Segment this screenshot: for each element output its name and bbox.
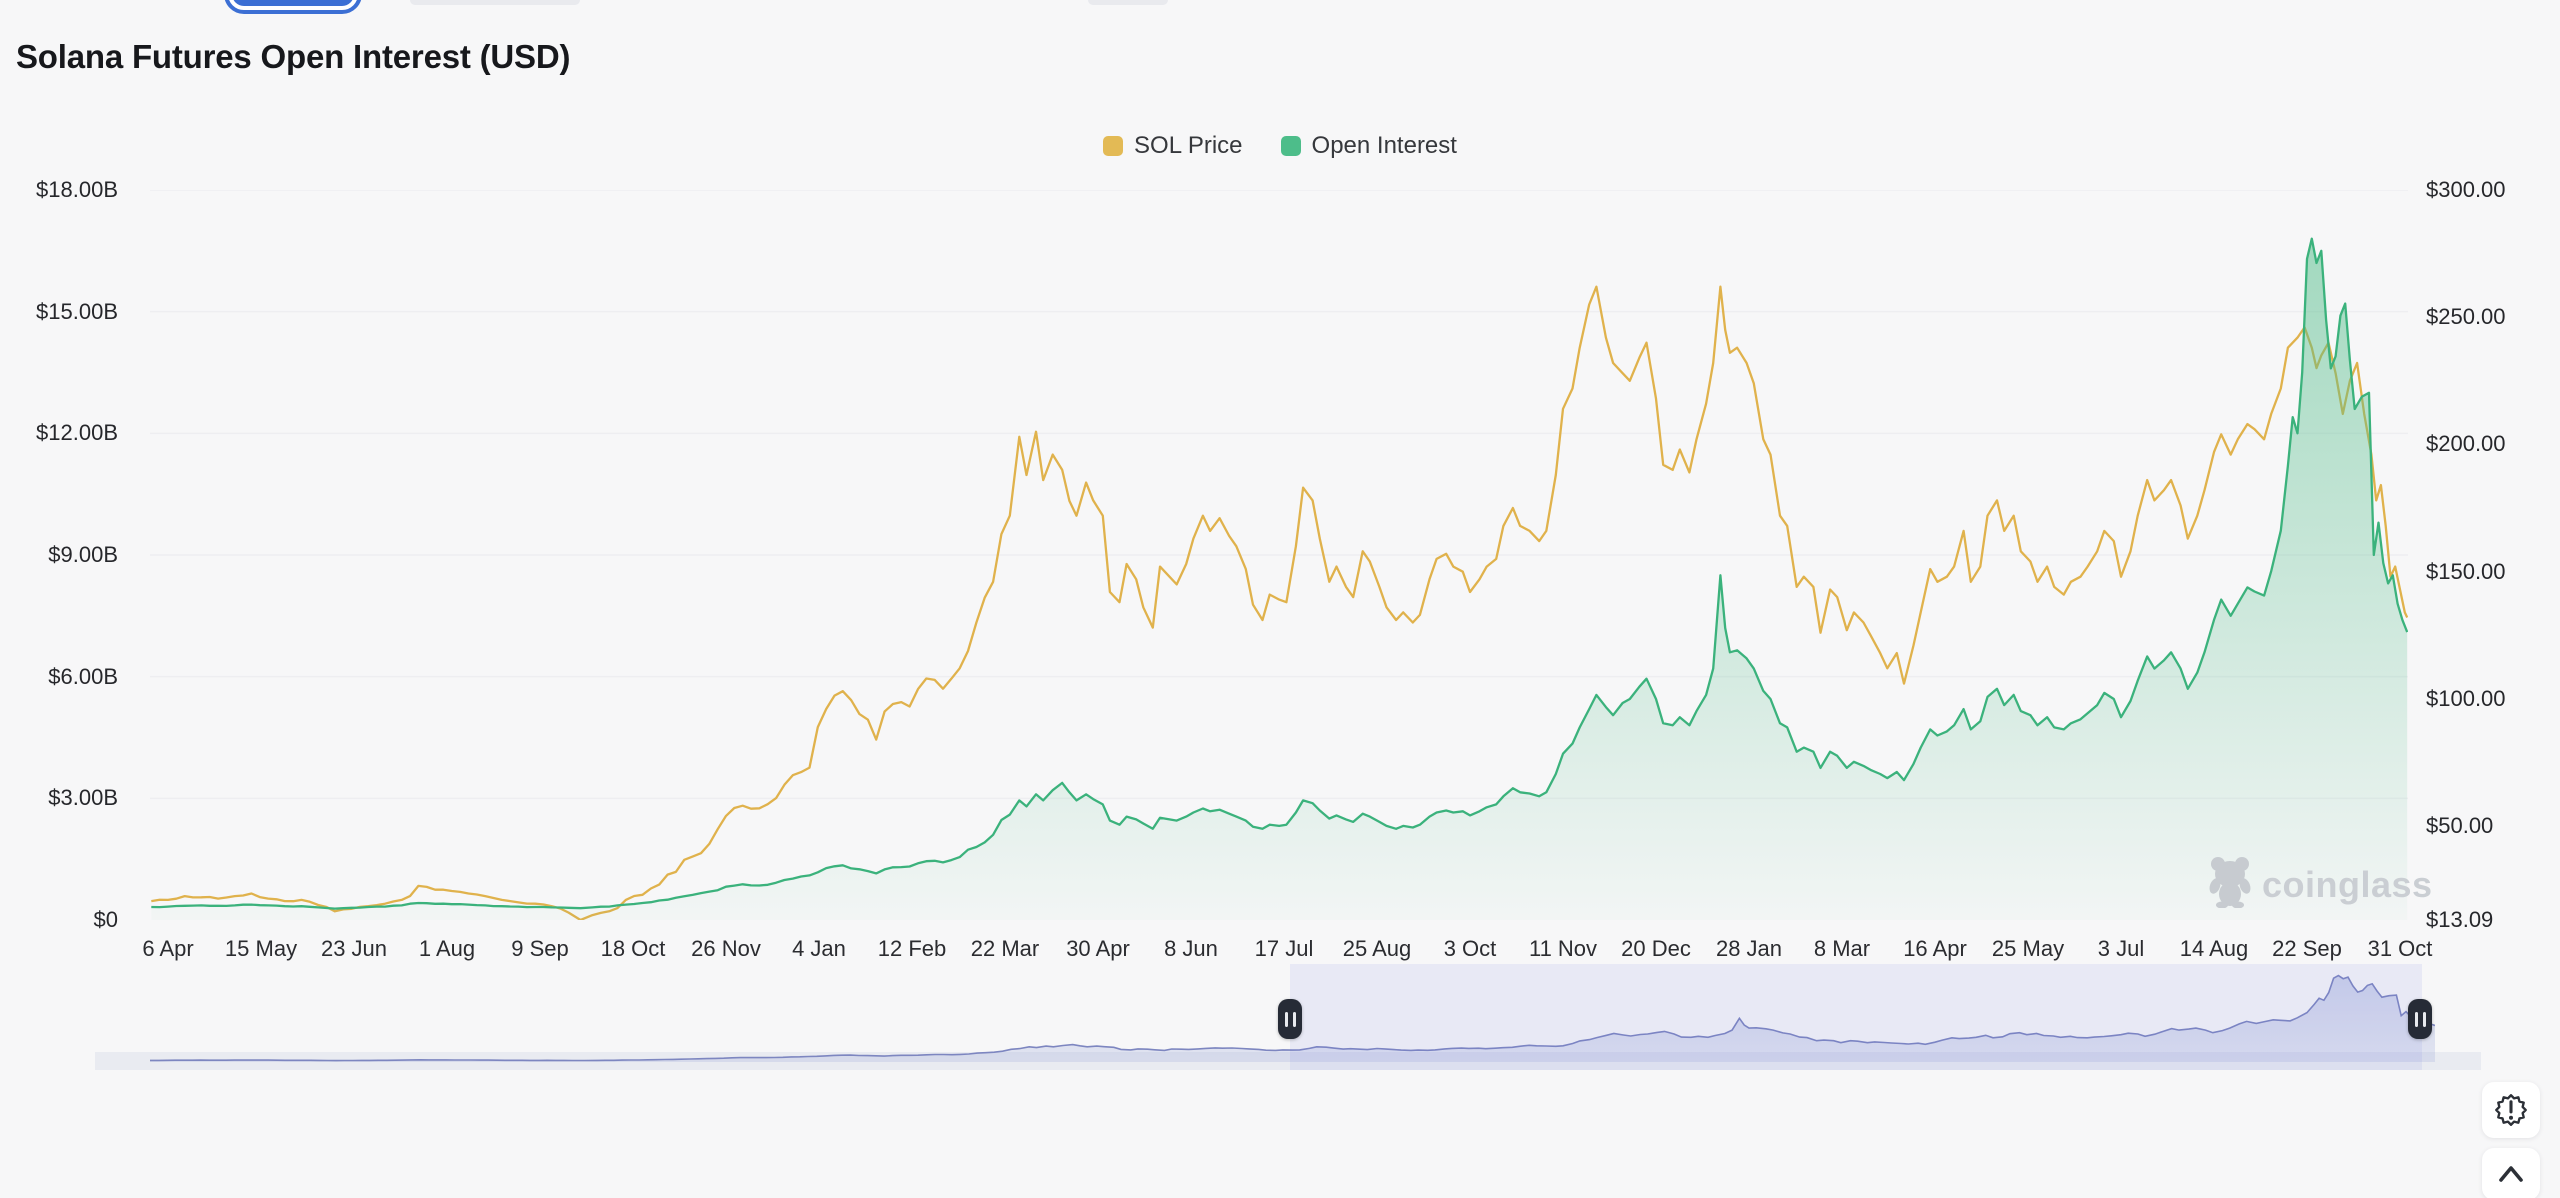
x-axis-label: 1 Aug [418,936,476,961]
chevron-up-icon [2499,1166,2523,1182]
x-axis-label: 22 Mar [970,936,1040,961]
legend-label: Open Interest [1311,132,1457,159]
x-axis-label: 14 Aug [2179,936,2249,961]
navigator-line [150,974,2435,1062]
x-axis-label: 28 Jan [1715,936,1783,961]
x-axis-label: 31 Oct [2367,936,2433,961]
x-axis-label: 8 Jun [1164,936,1218,961]
x-axis-label: 4 Jan [792,936,846,961]
x-axis-label: 25 Aug [1342,936,1412,961]
legend-swatch [1103,136,1124,156]
right-axis-label: $200.00 [2426,431,2506,457]
right-axis-label: $13.09 [2426,907,2494,932]
x-axis-label: 8 Mar [1813,936,1871,961]
x-axis-label: 30 Apr [1066,936,1130,961]
navigator-right-handle[interactable] [2408,999,2432,1039]
open-interest-area [151,238,2408,920]
gridlines [150,190,2408,800]
x-axis-label: 26 Nov [691,936,761,961]
x-axis-label: 6 Apr [142,936,194,961]
right-axis-label: $100.00 [2426,685,2506,711]
legend-item-sol-price[interactable]: SOL Price [1103,132,1243,160]
x-axis-label: 11 Nov [1528,936,1598,961]
main-chart[interactable] [150,190,2408,920]
x-axis-label: 3 Oct [1443,936,1497,961]
page-title: Solana Futures Open Interest (USD) [16,38,571,75]
x-axis-label: 22 Sep [2272,936,2342,961]
inactive-tab-pill[interactable] [410,0,580,5]
legend-item-open-interest[interactable]: Open Interest [1280,132,1457,160]
x-axis-label: 17 Jul [1254,936,1314,961]
x-axis-label: 25 May [1991,936,2065,961]
left-axis-label: $9.00B [48,542,118,567]
x-axis-label: 18 Oct [600,936,666,961]
right-axis-label: $150.00 [2426,558,2506,584]
collapse-button[interactable] [2482,1148,2540,1198]
x-axis-label: 20 Dec [1621,936,1691,961]
navigator-left-handle[interactable] [1278,999,1302,1039]
navigator-chart[interactable] [150,966,2435,1070]
open-interest-line [151,237,2408,910]
left-axis-label: $6.00B [48,663,118,689]
navigator-selection[interactable] [1290,964,2422,1070]
right-axis-label: $250.00 [2426,304,2506,330]
x-axis-label: 9 Sep [511,936,569,961]
right-axis-label: $50.00 [2426,813,2494,839]
legend-label: SOL Price [1134,132,1243,159]
x-axis-label: 3 Jul [2097,936,2145,961]
x-axis-label: 23 Jun [320,936,388,961]
watermark-text: coinglass [2262,863,2433,905]
x-axis-label: 12 Feb [877,936,947,961]
coinglass-panda-icon [2208,856,2252,913]
left-axis-label: $12.00B [36,420,118,446]
left-axis-label: $18.00B [36,177,118,202]
x-axis-label: 16 Apr [1903,936,1967,961]
chart-legend: SOL Price Open Interest [0,132,2560,160]
alert-badge-button[interactable] [2482,1082,2540,1138]
navigator-area [150,975,2435,1062]
badge-exclamation-icon [2495,1094,2527,1126]
inactive-tab-pill[interactable] [1088,0,1168,5]
x-axis-label: 15 May [224,936,298,961]
right-axis-label: $300.00 [2426,177,2506,202]
sol-price-line [151,285,2408,920]
legend-swatch [1280,136,1301,156]
left-axis-label: $15.00B [36,298,118,324]
left-axis-label: $0 [93,907,118,932]
watermark: coinglass [2208,856,2433,913]
active-tab-pill-fill [232,0,354,6]
active-tab-pill[interactable] [224,0,362,14]
left-axis-label: $3.00B [48,785,118,811]
